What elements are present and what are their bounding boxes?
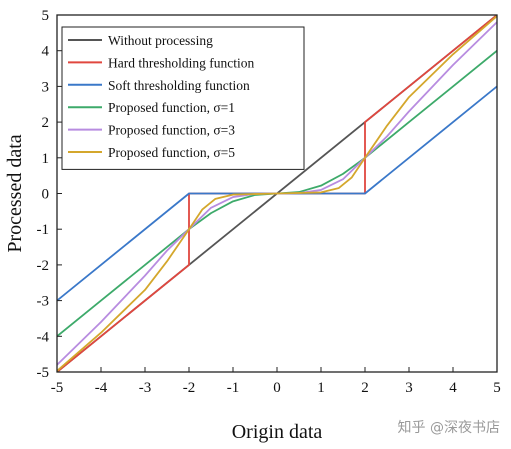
y-tick-label-1: -4 [37,329,50,345]
y-tick-label-0: -5 [37,365,50,381]
series-line-5 [57,15,497,372]
legend-box [61,26,305,170]
series-layer [57,15,497,372]
y-tick-label-3: -2 [37,258,50,274]
y-tick-label-9: 4 [42,44,50,60]
x-tick-label-10: 5 [493,380,501,396]
x-tick-label-0: -5 [51,380,64,396]
y-axis-title: Processed data [4,134,26,252]
y-tick-label-10: 5 [42,8,50,24]
x-tick-label-8: 3 [405,380,413,396]
y-tick-label-6: 1 [42,151,50,167]
x-tick-label-2: -3 [139,380,152,396]
legend-label-4: Proposed function, σ=3 [108,123,235,138]
x-tick-label-1: -4 [95,380,108,396]
legend-label-1: Hard thresholding function [108,55,254,70]
x-tick-label-7: 2 [361,380,369,396]
legend-label-5: Proposed function, σ=5 [108,145,235,160]
x-tick-label-4: -1 [227,380,240,396]
y-tick-label-8: 3 [42,79,50,95]
legend: Without processing Hard thresholding func… [61,26,305,170]
y-tick-label-4: -1 [37,222,50,238]
y-tick-label-5: 0 [42,187,50,203]
y-tick-label-7: 2 [42,115,50,131]
x-tick-label-6: 1 [317,380,325,396]
legend-label-0: Without processing [108,33,213,48]
ticks-layer: -5 -4 -3 -2 -1 0 1 2 3 4 5 -5 -4 -3 -2 -1 0 1 2 3 4 5 [37,8,501,396]
x-tick-label-3: -2 [183,380,196,396]
watermark-text: 知乎 @深夜书店 [398,419,500,436]
x-tick-label-5: 0 [273,380,281,396]
x-axis-title: Origin data [232,421,323,443]
legend-label-2: Soft thresholding function [108,78,250,93]
legend-label-3: Proposed function, σ=1 [108,100,235,115]
y-tick-label-2: -3 [37,294,50,310]
x-tick-label-9: 4 [449,380,457,396]
